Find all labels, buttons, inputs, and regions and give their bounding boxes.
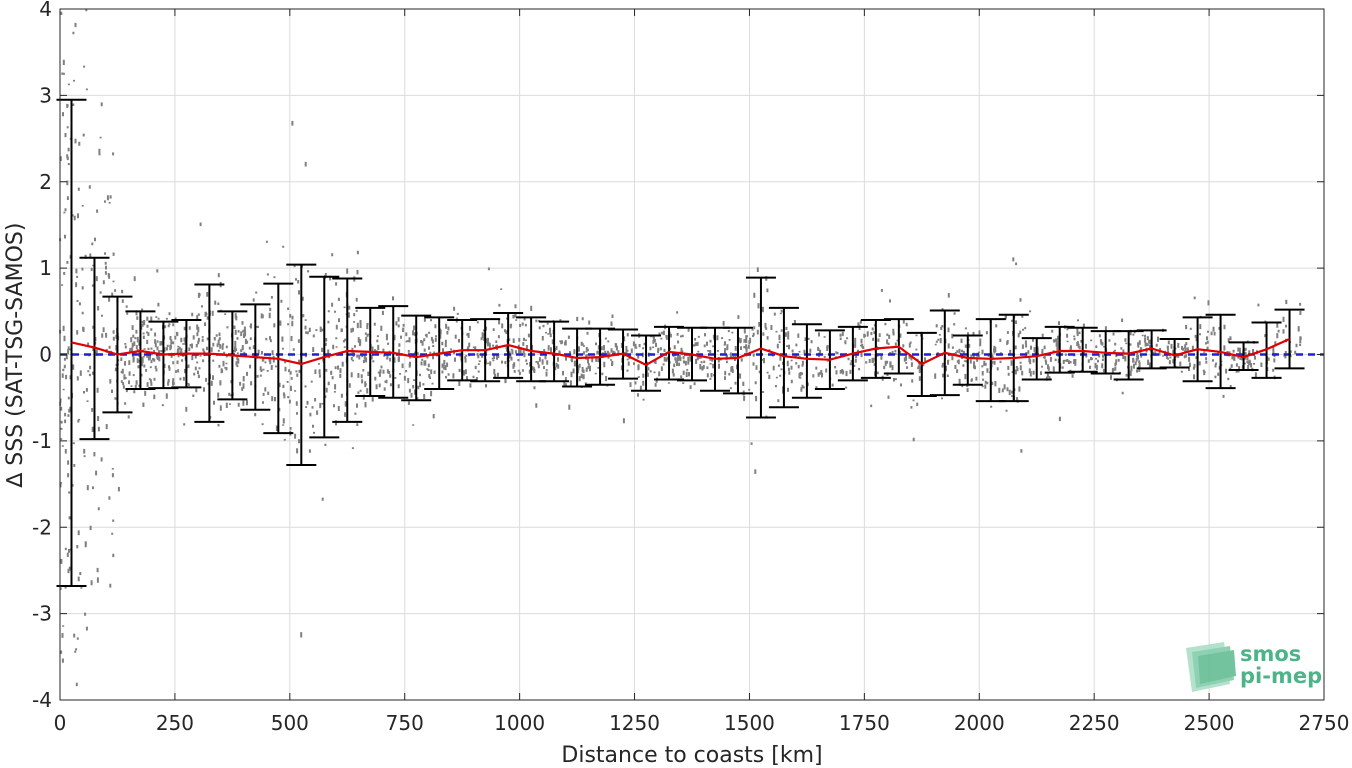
x-tick-label: 1500	[724, 711, 775, 735]
y-tick-label: -2	[32, 515, 52, 539]
y-tick-label: 3	[39, 83, 52, 107]
smos-wave-icon	[1186, 642, 1236, 692]
y-axis: -4 -3 -2 -1 0 1 2 3 4	[32, 0, 1324, 712]
x-tick-label: 750	[386, 711, 424, 735]
x-tick-label: 2250	[1069, 711, 1120, 735]
y-tick-label: 4	[39, 0, 52, 21]
x-tick-label: 2500	[1184, 711, 1235, 735]
x-tick-label: 250	[156, 711, 194, 735]
y-tick-label: -4	[32, 688, 52, 712]
mean-line	[71, 337, 1290, 367]
x-tick-label: 500	[271, 711, 309, 735]
y-tick-label: 1	[39, 256, 52, 280]
y-tick-label: 2	[39, 170, 52, 194]
logo-text-line1: smos	[1240, 642, 1301, 666]
x-tick-label: 2750	[1299, 711, 1350, 735]
logo: smos pi-mep	[1186, 642, 1322, 692]
logo-text-line2: pi-mep	[1240, 664, 1322, 688]
mean-series-line	[71, 337, 1290, 367]
x-tick-label: 0	[54, 711, 67, 735]
x-tick-label: 1000	[494, 711, 545, 735]
y-tick-label: 0	[39, 343, 52, 367]
y-axis-title: ∆ SSS (SAT-TSG-SAMOS)	[3, 223, 28, 489]
x-tick-label: 2000	[954, 711, 1005, 735]
x-axis: 0 250 500 750 1000 1250 1500 1750 2000 2250 2500 27…	[54, 9, 1350, 735]
x-axis-title: Distance to coasts [km]	[561, 743, 822, 768]
y-tick-label: -3	[32, 602, 52, 626]
x-tick-label: 1250	[609, 711, 660, 735]
x-tick-label: 1750	[839, 711, 890, 735]
y-tick-label: -1	[32, 429, 52, 453]
